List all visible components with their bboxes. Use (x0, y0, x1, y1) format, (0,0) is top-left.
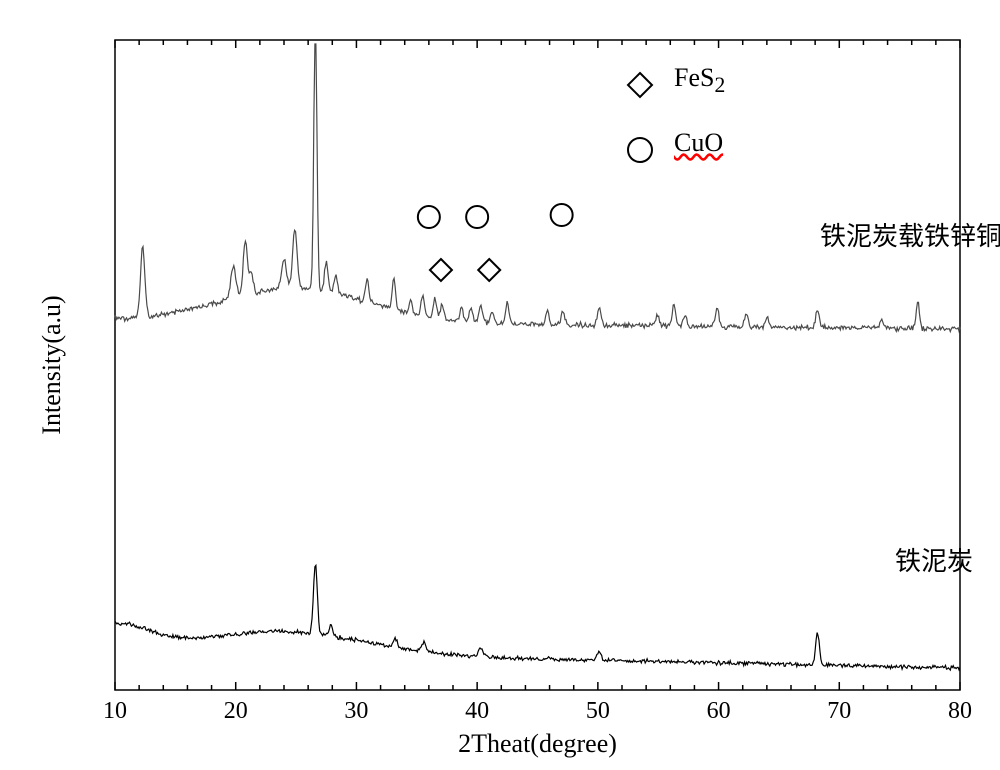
legend-diamond-icon (628, 73, 652, 97)
circle-marker-icon (466, 206, 488, 228)
series-lower (115, 565, 960, 670)
legend-label: CuO (674, 128, 834, 172)
svg-text:10: 10 (103, 698, 127, 724)
svg-text:2Theat(degree): 2Theat(degree) (458, 729, 617, 758)
chart-svg: 10 20 30 40 50 60 70 80 2Theat(degree) Intensity(… (0, 0, 1000, 770)
svg-text:20: 20 (224, 698, 248, 724)
legend-circle-icon (628, 138, 652, 162)
xrd-chart: 10 20 30 40 50 60 70 80 2Theat(degree) Intensity(… (0, 0, 1000, 770)
series-label: 铁泥炭载铁锌铜 (820, 222, 1000, 251)
diamond-marker-icon (478, 259, 500, 281)
svg-text:30: 30 (344, 698, 368, 724)
legend-label: FeS2 (674, 63, 834, 107)
svg-text:80: 80 (948, 698, 972, 724)
diamond-marker-icon (430, 259, 452, 281)
svg-text:40: 40 (465, 698, 489, 724)
svg-text:50: 50 (586, 698, 610, 724)
svg-text:70: 70 (827, 698, 851, 724)
circle-marker-icon (418, 206, 440, 228)
circle-marker-icon (551, 204, 573, 226)
series-label: 铁泥炭 (895, 547, 973, 576)
svg-text:60: 60 (707, 698, 731, 724)
svg-text:Intensity(a.u): Intensity(a.u) (37, 295, 66, 434)
